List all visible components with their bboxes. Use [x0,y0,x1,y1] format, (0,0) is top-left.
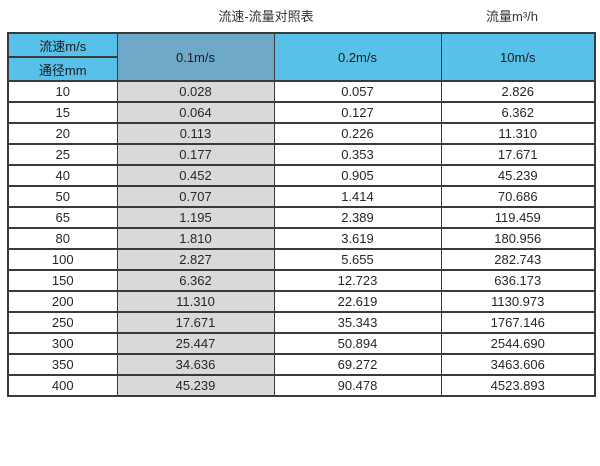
diameter-cell: 80 [7,227,118,250]
caption-row: 流速-流量对照表 流量m³/h [0,0,600,32]
diameter-cell: 400 [7,374,118,397]
flow-value-cell: 0.177 [116,143,275,166]
table-row: 400 45.239 90.478 4523.893 [7,374,596,397]
flow-value-cell: 0.226 [273,122,442,145]
flow-value-cell: 1.195 [116,206,275,229]
table-body: 10 0.028 0.057 2.826 15 0.064 0.127 6.362 20 0.11… [7,80,596,397]
header-row-bottom: 通径mm [7,56,595,82]
corner-header-diameter: 通径mm [7,56,118,82]
diameter-cell: 20 [7,122,118,145]
flow-value-cell: 6.362 [116,269,275,292]
flow-value-cell: 1.414 [273,185,442,208]
diameter-cell: 200 [7,290,118,313]
flow-value-cell: 3463.606 [440,353,596,376]
flow-value-cell: 34.636 [116,353,275,376]
diameter-cell: 300 [7,332,118,355]
table-row: 65 1.195 2.389 119.459 [7,206,596,229]
table-row: 15 0.064 0.127 6.362 [7,101,596,124]
col-header-velocity-0.2: 0.2m/s [273,32,442,82]
table-row: 80 1.810 3.619 180.956 [7,227,596,250]
flow-value-cell: 11.310 [116,290,275,313]
flow-value-cell: 1130.973 [440,290,596,313]
table-row: 250 17.671 35.343 1767.146 [7,311,596,334]
diameter-cell: 10 [7,80,118,103]
diameter-cell: 100 [7,248,118,271]
table-row: 100 2.827 5.655 282.743 [7,248,596,271]
table-row: 25 0.177 0.353 17.671 [7,143,596,166]
flow-value-cell: 119.459 [440,206,596,229]
diameter-cell: 15 [7,101,118,124]
corner-header-velocity: 流速m/s [7,32,118,58]
col-header-velocity-10: 10m/s [440,32,596,82]
flow-rate-table: 流速m/s 0.1m/s 0.2m/s 10m/s 通径mm 10 0.028 0.… [7,32,596,397]
flow-unit-label: 流量m³/h [485,9,539,24]
page: 流速-流量对照表 流量m³/h 流速m/s 0.1m/s 0.2m/s 10m/… [0,0,600,397]
flow-value-cell: 0.707 [116,185,275,208]
flow-value-cell: 6.362 [440,101,596,124]
table-header: 流速m/s 0.1m/s 0.2m/s 10m/s 通径mm [7,32,596,82]
flow-value-cell: 1.810 [116,227,275,250]
flow-value-cell: 5.655 [273,248,442,271]
flow-value-cell: 0.452 [116,164,275,187]
flow-value-cell: 69.272 [273,353,442,376]
flow-value-cell: 2.827 [116,248,275,271]
col-header-velocity-0.1: 0.1m/s [116,32,275,82]
table-row: 300 25.447 50.894 2544.690 [7,332,596,355]
flow-value-cell: 17.671 [440,143,596,166]
flow-value-cell: 12.723 [273,269,442,292]
flow-value-cell: 45.239 [116,374,275,397]
table-row: 40 0.452 0.905 45.239 [7,164,596,187]
table-row: 50 0.707 1.414 70.686 [7,185,596,208]
flow-value-cell: 282.743 [440,248,596,271]
flow-value-cell: 1767.146 [440,311,596,334]
flow-value-cell: 3.619 [273,227,442,250]
diameter-cell: 250 [7,311,118,334]
flow-value-cell: 0.353 [273,143,442,166]
header-row-top: 流速m/s 0.1m/s 0.2m/s 10m/s [7,32,596,82]
flow-value-cell: 90.478 [273,374,442,397]
table-title: 流速-流量对照表 [218,9,314,24]
flow-value-cell: 0.127 [273,101,442,124]
diameter-cell: 40 [7,164,118,187]
table-row: 20 0.113 0.226 11.310 [7,122,596,145]
flow-value-cell: 180.956 [440,227,596,250]
table-row: 200 11.310 22.619 1130.973 [7,290,596,313]
flow-value-cell: 2.389 [273,206,442,229]
flow-value-cell: 50.894 [273,332,442,355]
flow-value-cell: 35.343 [273,311,442,334]
flow-value-cell: 17.671 [116,311,275,334]
flow-value-cell: 636.173 [440,269,596,292]
flow-value-cell: 45.239 [440,164,596,187]
diameter-cell: 50 [7,185,118,208]
table-row: 150 6.362 12.723 636.173 [7,269,596,292]
flow-value-cell: 22.619 [273,290,442,313]
flow-value-cell: 25.447 [116,332,275,355]
diameter-cell: 350 [7,353,118,376]
flow-value-cell: 2544.690 [440,332,596,355]
flow-value-cell: 0.028 [116,80,275,103]
flow-value-cell: 0.057 [273,80,442,103]
diameter-cell: 65 [7,206,118,229]
flow-value-cell: 11.310 [440,122,596,145]
flow-value-cell: 0.113 [116,122,275,145]
flow-value-cell: 4523.893 [440,374,596,397]
flow-value-cell: 70.686 [440,185,596,208]
flow-value-cell: 0.064 [116,101,275,124]
flow-value-cell: 2.826 [440,80,596,103]
diameter-cell: 150 [7,269,118,292]
diameter-cell: 25 [7,143,118,166]
flow-value-cell: 0.905 [273,164,442,187]
table-row: 10 0.028 0.057 2.826 [7,80,596,103]
table-row: 350 34.636 69.272 3463.606 [7,353,596,376]
